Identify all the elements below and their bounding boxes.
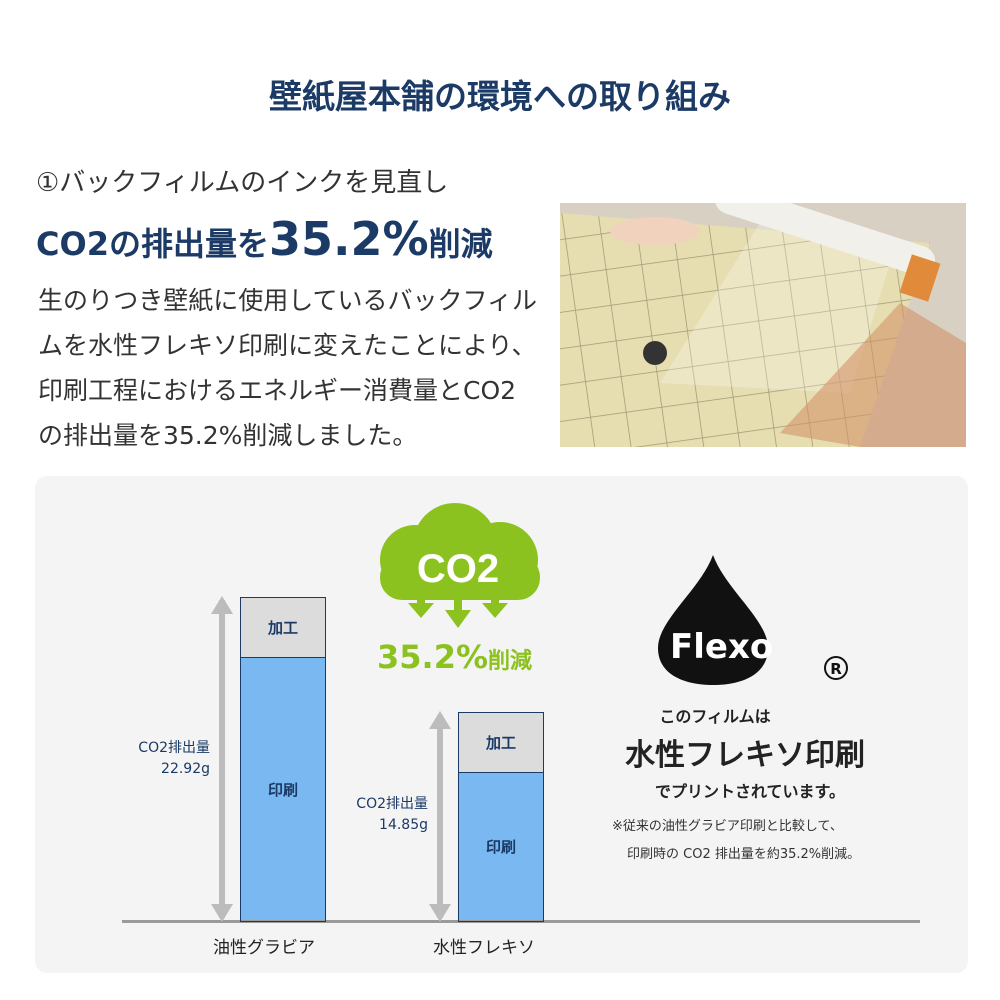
flexo-line2: 水性フレキソ印刷 <box>625 738 865 773</box>
value-label-text: CO2排出量 22.92g <box>138 740 210 777</box>
reduction-value: 35.2% <box>377 638 489 676</box>
double-arrow-icon <box>211 596 233 922</box>
bar-flexo: 加工 印刷 <box>458 712 544 922</box>
reduction-badge: 35.2%削減 <box>377 638 532 676</box>
headline-suffix: 削減 <box>428 225 493 263</box>
body-text: 生のりつき壁紙に使用しているバックフィルムを水性フレキソ印刷に変えたことにより、… <box>38 286 538 450</box>
reduction-suffix: 削減 <box>488 649 533 674</box>
svg-text:R: R <box>830 660 842 678</box>
product-photo <box>560 203 966 447</box>
section-heading: ①バックフィルムのインクを見直し <box>36 168 449 198</box>
flexo-note1: ※従来の油性グラビア印刷と比較して、 <box>612 819 843 834</box>
photo-illustration <box>560 203 966 447</box>
category-label: 油性グラビア <box>213 938 315 958</box>
headline-value: 35.2% <box>268 212 429 266</box>
flexo-drop-logo: Flexo R <box>658 555 848 685</box>
category-label: 水性フレキソ <box>433 938 535 958</box>
value-label: CO2排出量 22.92g <box>100 738 210 780</box>
cloud-text: CO2 <box>417 547 499 591</box>
bar-gravure: 加工 印刷 <box>240 597 326 922</box>
page-title: 壁紙屋本舗の環境への取り組み <box>269 77 731 116</box>
segment-processing: 加工 <box>459 713 543 773</box>
flexo-note2: 印刷時の CO2 排出量を約35.2%削減。 <box>627 847 861 862</box>
flexo-logo-text: Flexo <box>670 627 773 667</box>
value-label: CO2排出量 14.85g <box>316 794 428 836</box>
co2-cloud-icon: CO2 <box>380 503 540 628</box>
headline-prefix: CO2の排出量を <box>36 225 269 263</box>
segment-printing: 印刷 <box>241 658 325 920</box>
flexo-line3: でプリントされています。 <box>655 782 845 801</box>
double-arrow-icon <box>429 711 451 922</box>
segment-processing: 加工 <box>241 598 325 658</box>
flexo-line1: このフィルムは <box>659 707 771 726</box>
segment-printing: 印刷 <box>459 773 543 920</box>
value-label-text: CO2排出量 14.85g <box>356 796 428 833</box>
registered-icon <box>824 656 848 680</box>
headline: CO2の排出量を35.2%削減 <box>36 212 493 266</box>
